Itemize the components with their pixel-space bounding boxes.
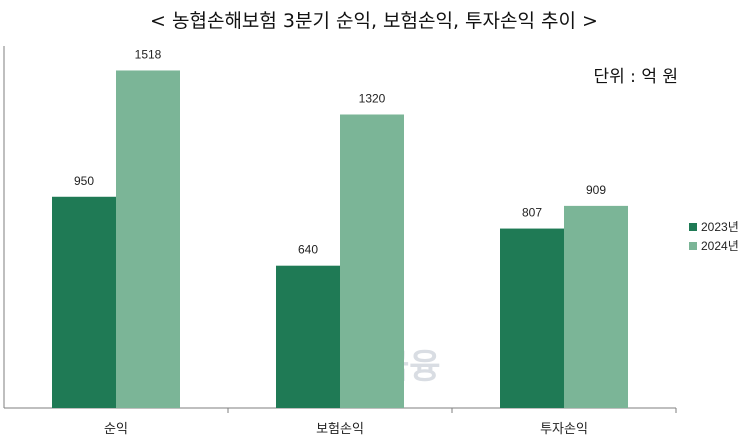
category-label: 순익 <box>104 422 128 437</box>
legend-swatch <box>689 223 697 231</box>
chart-title: < 농협손해보험 3분기 순익, 보험손익, 투자손익 추이 > <box>150 10 598 32</box>
legend-label: 2024년 <box>701 239 739 253</box>
bar-2024-2 <box>564 205 628 408</box>
bar-2023-0 <box>52 196 116 408</box>
bar-2023-2 <box>500 228 564 408</box>
legend: 2023년 2024년 <box>689 220 739 253</box>
data-label: 1518 <box>135 47 162 61</box>
bar-2024-1 <box>340 114 404 409</box>
legend-swatch <box>689 242 697 250</box>
data-label: 807 <box>522 206 542 220</box>
unit-label: 단위 : 억 원 <box>594 67 679 87</box>
category-label: 투자손익 <box>540 422 588 437</box>
bar-2023-1 <box>276 265 340 408</box>
legend-label: 2023년 <box>701 220 739 234</box>
data-label: 1320 <box>359 91 386 105</box>
data-label: 640 <box>298 243 318 257</box>
data-label: 909 <box>586 183 606 197</box>
bar-2024-0 <box>116 70 180 409</box>
data-label: 950 <box>74 174 94 188</box>
category-label: 보험손익 <box>316 422 364 437</box>
plot-area: 950 1518 순익 640 1320 보험손익 807 909 투자손익 <box>3 46 677 437</box>
